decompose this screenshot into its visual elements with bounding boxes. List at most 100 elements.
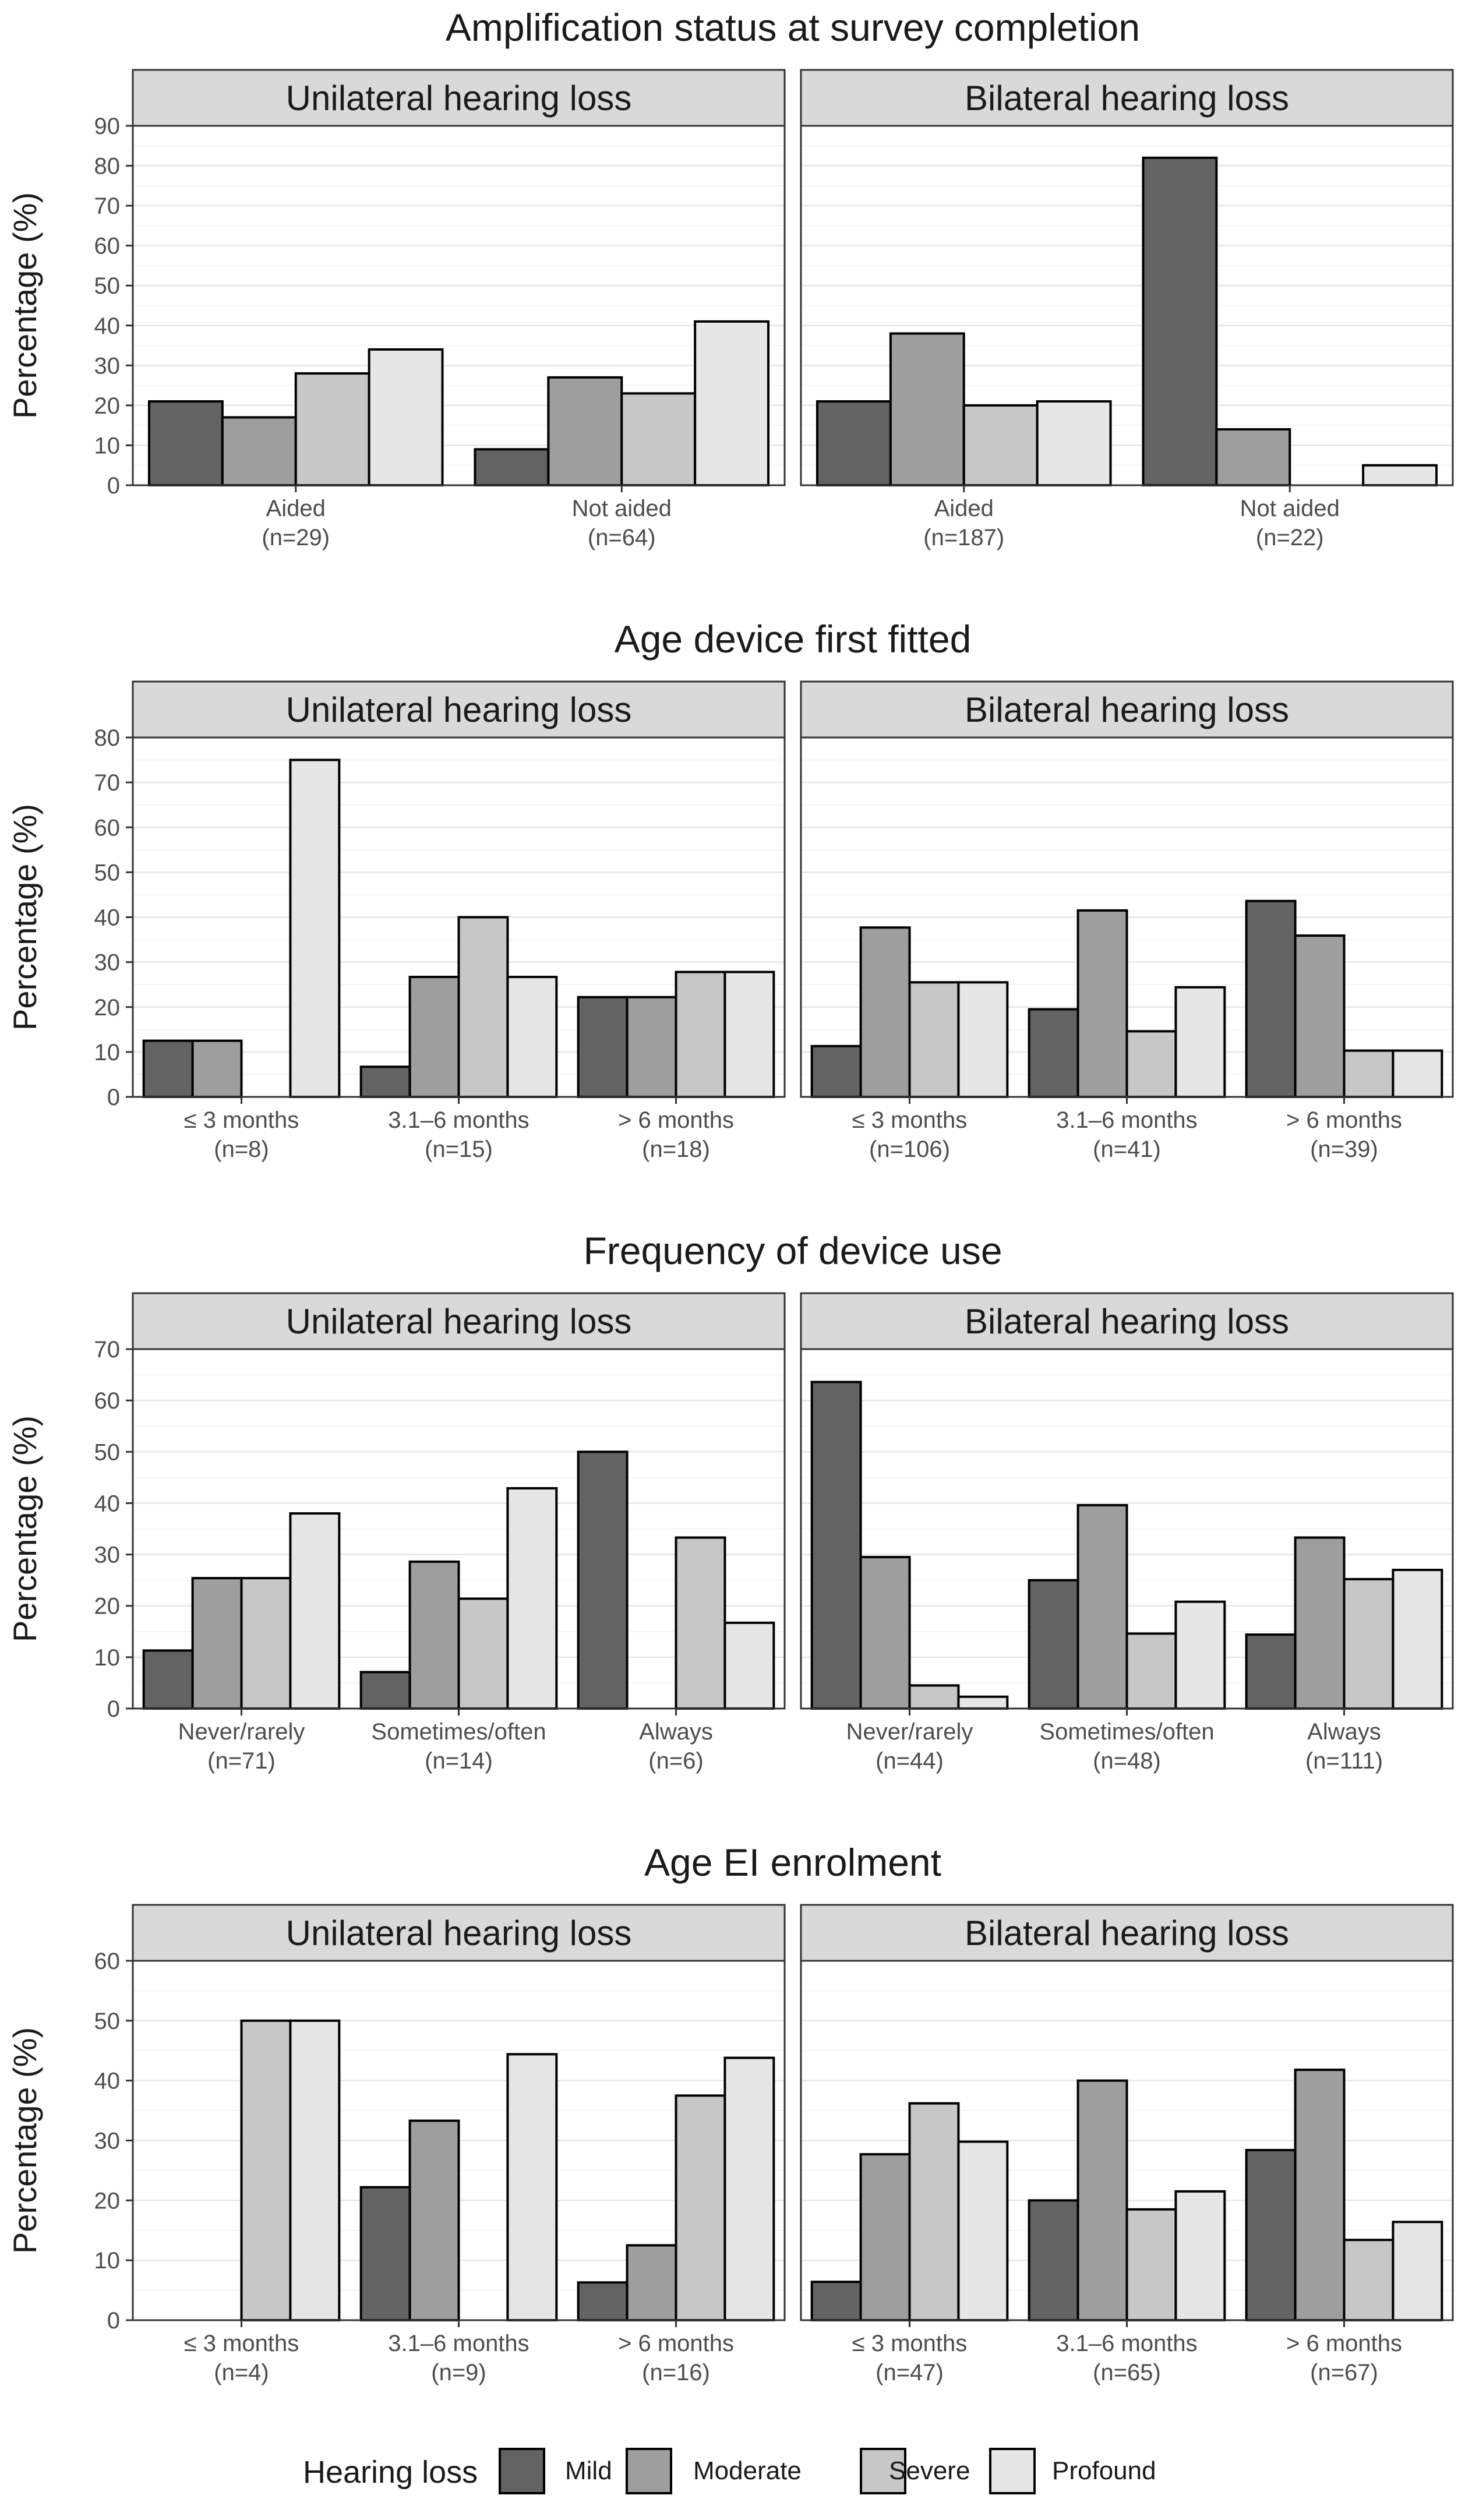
- bar-mild: [147, 400, 224, 486]
- bar-mild: [1028, 1008, 1079, 1098]
- bar-mild: [577, 996, 629, 1098]
- bar-profound: [723, 970, 775, 1099]
- chart-title: Age device first fitted: [615, 617, 972, 661]
- category-group: Sometimes/often (n=14): [359, 1487, 558, 1774]
- bar-mild: [142, 1649, 194, 1710]
- category-group: Always (n=111): [1245, 1536, 1443, 1774]
- y-tick-label: 70: [94, 1337, 121, 1363]
- category-group: > 6 months (n=39): [1245, 899, 1443, 1162]
- x-tick-label: > 6 months: [618, 1107, 734, 1133]
- legend-key: [499, 2448, 545, 2494]
- category-group: > 6 months (n=18): [577, 970, 775, 1162]
- category-group: > 6 months (n=16): [577, 2056, 775, 2385]
- y-tick-label: 90: [94, 114, 121, 139]
- y-axis-label: Percentage (%): [6, 804, 43, 1030]
- y-tick-label: 80: [94, 154, 121, 179]
- bar-mild: [1245, 899, 1297, 1098]
- x-tick-label: ≤ 3 months: [852, 2331, 968, 2356]
- category-group: 3.1–6 months (n=65): [1028, 2079, 1226, 2385]
- x-tick-n-label: (n=9): [431, 2360, 486, 2385]
- bar-mild: [1142, 156, 1218, 487]
- bar-severe: [1343, 1577, 1395, 1710]
- y-tick-label: 60: [94, 1949, 121, 1974]
- y-tick-label: 70: [94, 193, 121, 219]
- x-tick-n-label: (n=8): [214, 1137, 269, 1162]
- y-tick-label: 50: [94, 860, 121, 885]
- bar-moderate: [1294, 2069, 1346, 2322]
- y-tick-label: 30: [94, 1543, 121, 1568]
- y-tick-label: 0: [107, 473, 120, 499]
- panel-unilateral: Unilateral hearing loss ≤ 3 months (n=8) 3.…: [94, 680, 786, 1162]
- x-tick-n-label: (n=4): [214, 2360, 269, 2385]
- bar-profound: [1392, 1569, 1443, 1710]
- y-tick-label: 40: [94, 313, 121, 339]
- facet-strip-label: Unilateral hearing loss: [286, 1302, 632, 1341]
- legend-item-severe: Severe: [860, 2448, 970, 2494]
- bar-severe: [675, 1536, 726, 1710]
- bar-moderate: [626, 2244, 677, 2321]
- x-tick-n-label: (n=187): [923, 525, 1004, 550]
- x-tick-label: Never/rarely: [846, 1719, 973, 1745]
- y-tick-label: 60: [94, 234, 121, 259]
- x-tick-n-label: (n=14): [425, 1748, 493, 1774]
- y-tick-label: 40: [94, 1491, 121, 1516]
- facet-strip: [132, 1292, 786, 1350]
- bar-profound: [506, 976, 558, 1099]
- category-group: Aided (n=187): [816, 332, 1112, 550]
- x-tick-label: Always: [639, 1719, 713, 1745]
- y-axis-label: Percentage (%): [6, 2027, 43, 2254]
- bar-profound: [289, 758, 341, 1098]
- x-tick-n-label: (n=44): [876, 1748, 944, 1774]
- legend-item-mild: Mild: [499, 2448, 612, 2494]
- x-tick-label: ≤ 3 months: [852, 1107, 968, 1133]
- bar-profound: [506, 1487, 558, 1710]
- y-tick-label: 40: [94, 905, 121, 931]
- y-tick-label: 20: [94, 1594, 121, 1619]
- category-group: ≤ 3 months (n=8): [142, 758, 341, 1162]
- x-tick-n-label: (n=29): [262, 525, 330, 550]
- y-tick-label: 20: [94, 393, 121, 419]
- panel-unilateral: Unilateral hearing loss Never/rarely (n=71…: [94, 1292, 786, 1774]
- panel-unilateral: Unilateral hearing loss Aided (n=29) Not ai…: [94, 69, 786, 550]
- bar-moderate: [408, 2119, 460, 2321]
- bar-moderate: [547, 376, 623, 487]
- bar-severe: [457, 916, 509, 1098]
- chart-4: Age EI enrolment Percentage (%) Unilateral…: [6, 1841, 1454, 2385]
- category-group: Not aided (n=22): [1142, 156, 1438, 550]
- x-tick-label: Never/rarely: [178, 1719, 305, 1745]
- category-group: Never/rarely (n=71): [142, 1512, 341, 1774]
- category-group: Aided (n=29): [147, 348, 444, 550]
- bar-profound: [368, 348, 444, 487]
- bar-severe: [908, 1684, 960, 1710]
- bar-mild: [816, 400, 892, 486]
- facet-strip-label: Unilateral hearing loss: [286, 79, 632, 118]
- legend-title: Hearing loss: [303, 2455, 478, 2490]
- bar-mild: [1245, 2148, 1297, 2322]
- x-tick-label: Not aided: [1240, 496, 1340, 521]
- bar-moderate: [859, 926, 911, 1099]
- category-group: 3.1–6 months (n=41): [1028, 909, 1226, 1162]
- bar-moderate: [1294, 934, 1346, 1098]
- bar-severe: [908, 2102, 960, 2322]
- bar-moderate: [1076, 2079, 1128, 2322]
- x-tick-label: Sometimes/often: [1039, 1719, 1214, 1745]
- bar-severe: [675, 970, 726, 1099]
- y-tick-label: 60: [94, 815, 121, 841]
- bar-profound: [723, 2056, 775, 2322]
- panel-bilateral: Bilateral hearing loss Never/rarely (n=44)…: [800, 1292, 1454, 1774]
- facet-strip-label: Unilateral hearing loss: [286, 690, 632, 729]
- panel-border: [800, 1348, 1454, 1710]
- bar-profound: [723, 1621, 775, 1710]
- y-tick-label: 0: [107, 1085, 120, 1110]
- bar-moderate: [221, 416, 297, 487]
- category-group: > 6 months (n=67): [1245, 2069, 1443, 2385]
- bar-moderate: [191, 1577, 243, 1710]
- bar-mild: [1245, 1633, 1297, 1710]
- chart-title: Amplification status at survey completio…: [446, 6, 1140, 49]
- y-tick-label: 30: [94, 950, 121, 976]
- bar-mild: [577, 2281, 629, 2322]
- x-tick-label: 3.1–6 months: [388, 1107, 529, 1133]
- y-tick-label: 20: [94, 2188, 121, 2214]
- bar-severe: [240, 1577, 292, 1710]
- bar-severe: [1343, 2239, 1395, 2322]
